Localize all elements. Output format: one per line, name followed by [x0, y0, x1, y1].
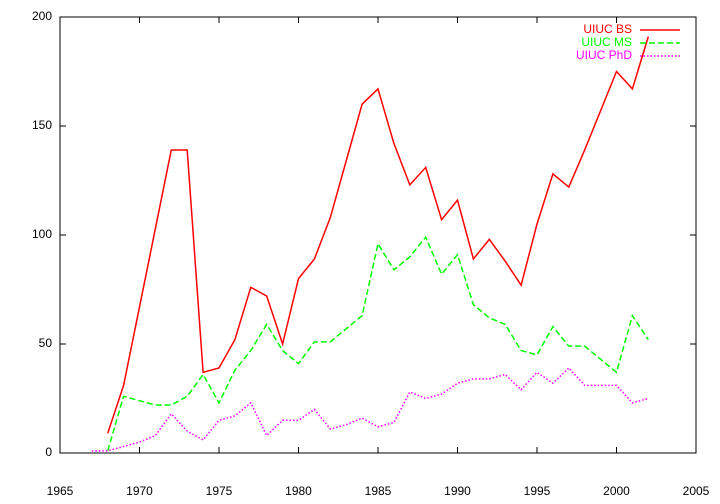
y-tick-label: 150: [32, 118, 52, 132]
y-tick-label: 50: [39, 336, 53, 350]
legend-label: UIUC BS: [583, 22, 632, 36]
series-line: [106, 235, 649, 452]
x-tick-label: 1965: [47, 484, 74, 498]
x-tick-label: 1970: [126, 484, 153, 498]
legend-label: UIUC MS: [581, 35, 632, 49]
x-tick-label: 1995: [524, 484, 551, 498]
series-line: [91, 366, 649, 452]
y-tick-label: 0: [45, 445, 52, 459]
x-tick-label: 1990: [444, 484, 471, 498]
x-tick-label: 2000: [603, 484, 630, 498]
series-line: [106, 36, 650, 434]
y-tick-label: 200: [32, 9, 52, 23]
x-tick-label: 1985: [365, 484, 392, 498]
y-tick-label: 100: [32, 227, 52, 241]
x-tick-label: 2005: [683, 484, 710, 498]
legend-label: UIUC PhD: [576, 48, 632, 62]
x-tick-label: 1975: [206, 484, 233, 498]
plot-frame: [59, 16, 697, 454]
x-tick-label: 1980: [285, 484, 312, 498]
